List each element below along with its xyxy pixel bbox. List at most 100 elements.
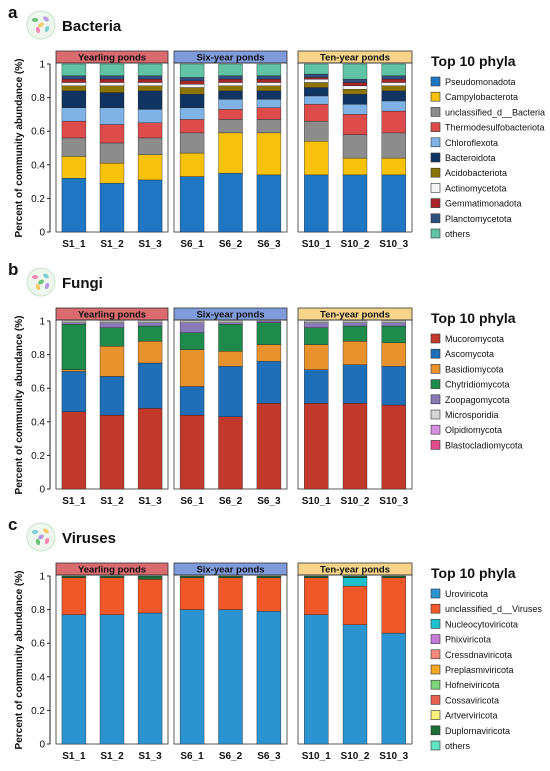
bar-segment xyxy=(137,78,163,83)
bar-segment xyxy=(179,349,205,387)
x-tick-label: S6_1 xyxy=(180,496,204,507)
bar-segment xyxy=(137,612,163,745)
bar-segment xyxy=(137,362,163,409)
y-tick-label: 0 xyxy=(39,485,45,496)
bar-segment xyxy=(342,82,368,87)
icon-dot xyxy=(31,530,39,534)
legend-title: Top 10 phyla xyxy=(431,53,516,69)
legend-label: Gemmatimonadota xyxy=(445,199,522,209)
bar-segment xyxy=(304,327,329,345)
legend-label: Olpidiomycota xyxy=(445,425,502,435)
x-tick-label: S6_2 xyxy=(219,751,243,762)
bar-segment xyxy=(61,411,87,490)
bar-segment xyxy=(218,75,243,80)
bar-segment xyxy=(99,575,125,578)
bar-segment xyxy=(61,577,87,615)
panel-letter: b xyxy=(8,260,18,279)
legend-swatch xyxy=(430,152,441,163)
bar-segment xyxy=(304,344,329,370)
bar-segment xyxy=(179,83,205,88)
legend-title: Top 10 phyla xyxy=(431,310,516,326)
bar-segment xyxy=(342,134,368,159)
bar-segment xyxy=(61,320,87,323)
y-tick-label: 0.8 xyxy=(31,93,45,104)
legend-swatch xyxy=(430,588,441,599)
legend-swatch xyxy=(430,167,441,178)
x-tick-label: S6_2 xyxy=(219,496,243,507)
bar-segment xyxy=(218,99,243,110)
bar-segment xyxy=(99,75,125,80)
legend-swatch xyxy=(430,725,441,736)
legend-swatch xyxy=(430,122,441,132)
legend-swatch xyxy=(430,424,441,435)
bar-segment xyxy=(218,366,243,417)
y-tick-label: 1 xyxy=(39,317,45,328)
bar-segment xyxy=(256,75,282,80)
y-tick-label: 0.4 xyxy=(31,672,45,683)
legend-swatch xyxy=(430,664,441,675)
legend-swatch xyxy=(430,137,441,148)
legend-label: Nucleocytoviricota xyxy=(445,619,518,629)
bar-segment xyxy=(342,325,368,342)
bar-segment xyxy=(179,94,205,108)
x-tick-label: S10_3 xyxy=(379,239,408,250)
legend-label: Blastocladiomycota xyxy=(445,440,523,450)
bar-segment xyxy=(381,110,406,134)
organism-icon xyxy=(26,522,56,552)
group-header-label: Yearling ponds xyxy=(78,53,146,64)
bar-segment xyxy=(218,90,243,100)
legend-label: Planctomycetota xyxy=(445,214,512,224)
bar-segment xyxy=(137,122,163,139)
x-tick-label: S10_3 xyxy=(379,751,408,762)
x-tick-label: S1_3 xyxy=(138,239,162,250)
y-tick-label: 0.8 xyxy=(31,350,45,361)
legend-title: Top 10 phyla xyxy=(431,565,516,581)
y-tick-label: 0.6 xyxy=(31,384,45,395)
x-tick-label: S10_1 xyxy=(302,751,331,762)
bar-segment xyxy=(99,124,125,144)
bar-segment xyxy=(304,104,329,122)
bar-segment xyxy=(137,179,163,233)
bar-segment xyxy=(256,63,282,76)
bar-segment xyxy=(342,624,368,745)
legend-label: unclassified_d__Viruses xyxy=(445,604,542,614)
bar-segment xyxy=(342,364,368,404)
bar-segment xyxy=(381,78,406,83)
bar-segment xyxy=(381,85,406,92)
bar-segment xyxy=(256,611,282,745)
x-tick-label: S10_2 xyxy=(341,239,370,250)
organism-icon xyxy=(26,267,56,297)
legend-swatch xyxy=(430,107,441,117)
bar-segment xyxy=(256,575,282,578)
bar-segment xyxy=(342,322,368,327)
panel-letter: a xyxy=(8,3,18,22)
legend-label: Chytridiomycota xyxy=(445,380,510,390)
bar-segment xyxy=(304,403,329,490)
bar-segment xyxy=(137,137,163,155)
bar-segment xyxy=(179,152,205,177)
legend-label: Duplornaviricota xyxy=(445,726,510,736)
bar-segment xyxy=(99,346,125,377)
legend-label: Ascomycota xyxy=(445,349,494,359)
x-tick-label: S10_3 xyxy=(379,496,408,507)
legend-label: Uroviricota xyxy=(445,589,488,599)
bar-segment xyxy=(179,577,205,610)
icon-dot xyxy=(38,279,44,285)
bar-segment xyxy=(256,132,282,176)
bar-segment xyxy=(99,142,125,164)
bar-segment xyxy=(61,82,87,87)
icon-dot xyxy=(35,283,41,291)
bar-segment xyxy=(304,63,329,75)
bar-segment xyxy=(381,157,406,176)
bar-segment xyxy=(304,320,329,323)
y-tick-label: 0.2 xyxy=(31,706,45,717)
bar-segment xyxy=(342,403,368,490)
legend-swatch xyxy=(430,183,441,193)
bar-segment xyxy=(61,78,87,83)
legend-swatch xyxy=(430,394,441,405)
bar-segment xyxy=(61,137,87,157)
bar-segment xyxy=(304,78,329,83)
legend-label: Bacteroidota xyxy=(445,153,496,163)
legend-swatch xyxy=(430,348,441,359)
panel-title: Bacteria xyxy=(62,18,122,35)
